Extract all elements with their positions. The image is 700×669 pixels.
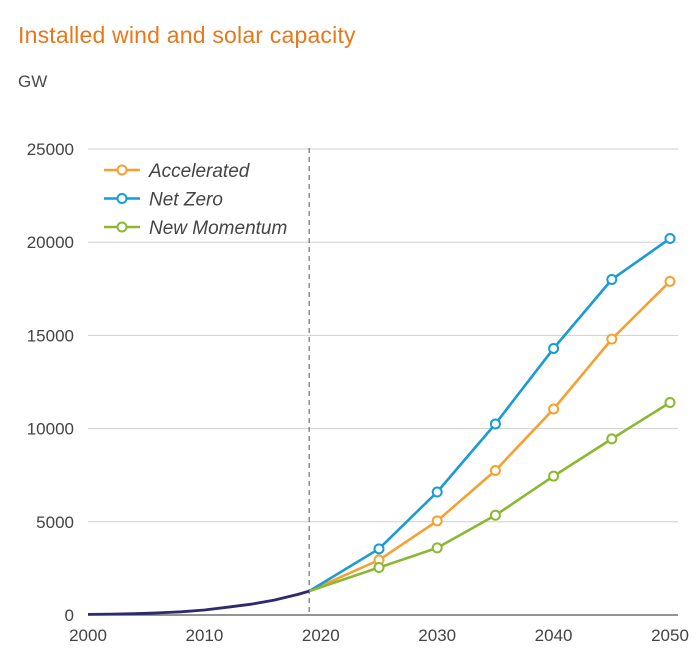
legend-label: New Momentum: [149, 218, 287, 239]
data-point: [489, 465, 501, 477]
gridlines: [88, 148, 678, 616]
y-tick-label: 5000: [36, 513, 74, 532]
legend-label: Accelerated: [148, 161, 251, 182]
data-point: [431, 542, 443, 554]
x-tick-labels: 2000 2010 2020 2030 2040 2050: [69, 626, 689, 645]
y-tick-labels: 0 5000 10000 15000 20000 25000: [27, 140, 74, 625]
y-tick-label: 0: [65, 606, 74, 625]
legend-label: Net Zero: [149, 190, 223, 211]
data-point: [431, 515, 443, 527]
data-point: [489, 509, 501, 521]
data-point: [606, 273, 618, 285]
series-line: [308, 237, 671, 593]
data-point: [664, 275, 676, 287]
data-point: [548, 470, 560, 482]
history-line: [87, 589, 310, 616]
x-tick-label: 2040: [535, 626, 573, 645]
legend: Accelerated Net Zero New Momentum: [104, 161, 287, 239]
data-point: [431, 486, 443, 498]
x-tick-label: 2030: [418, 626, 456, 645]
y-tick-label: 20000: [27, 233, 74, 252]
chart-title: Installed wind and solar capacity: [18, 22, 356, 48]
y-tick-label: 15000: [27, 326, 74, 345]
y-tick-label: 25000: [27, 140, 74, 159]
data-point: [606, 333, 618, 345]
data-point: [548, 342, 560, 354]
legend-marker: [116, 193, 128, 204]
series-points: [373, 232, 676, 573]
y-axis-unit: GW: [18, 72, 48, 91]
x-tick-label: 2050: [651, 626, 689, 645]
legend-marker: [116, 164, 128, 176]
data-point: [606, 433, 618, 445]
data-point: [489, 418, 501, 430]
data-point: [373, 543, 385, 555]
y-tick-label: 10000: [27, 420, 74, 439]
data-point: [373, 561, 385, 573]
x-tick-label: 2000: [69, 626, 107, 645]
x-tick-label: 2020: [302, 626, 340, 645]
data-point: [664, 397, 676, 409]
legend-marker: [116, 221, 128, 233]
x-tick-label: 2010: [185, 626, 223, 645]
data-point: [548, 403, 560, 415]
data-point: [664, 232, 676, 244]
